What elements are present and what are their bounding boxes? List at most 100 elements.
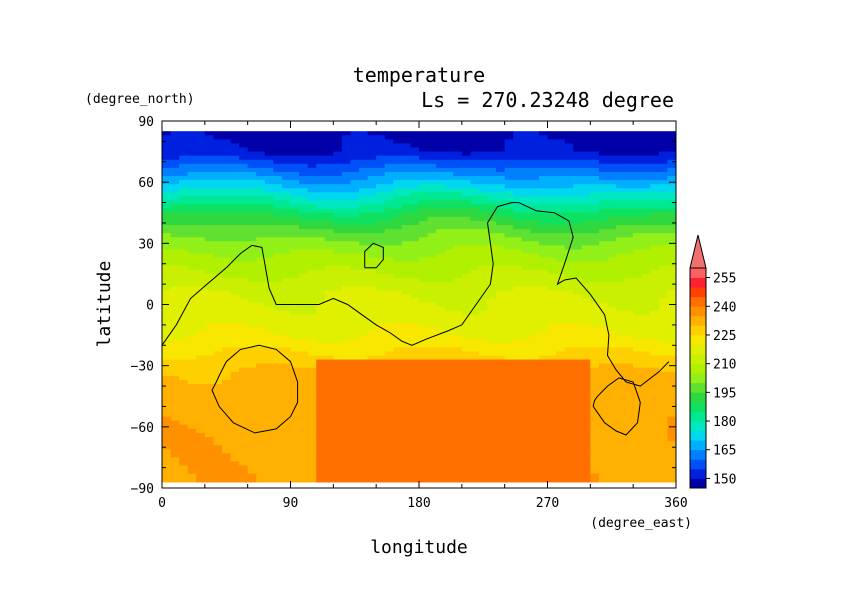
- field-cell: [427, 306, 437, 312]
- field-cell: [538, 404, 549, 410]
- field-cell: [427, 176, 437, 181]
- field-cell: [470, 171, 480, 177]
- field-cell: [290, 449, 300, 454]
- field-cell: [521, 290, 531, 295]
- field-cell: [401, 171, 412, 177]
- field-cell: [179, 167, 189, 173]
- field-cell: [564, 424, 574, 430]
- field-cell: [341, 437, 352, 442]
- field-cell: [393, 159, 403, 165]
- field-cell: [419, 367, 429, 373]
- field-cell: [187, 445, 197, 450]
- field-cell: [162, 384, 172, 389]
- field-cell: [170, 400, 180, 406]
- field-cell: [307, 359, 317, 365]
- field-cell: [350, 159, 360, 165]
- field-cell: [598, 375, 609, 381]
- field-cell: [461, 200, 471, 206]
- field-cell: [367, 286, 377, 291]
- field-cell: [581, 375, 591, 381]
- field-cell: [350, 388, 360, 393]
- field-cell: [273, 306, 283, 312]
- field-cell: [667, 449, 676, 454]
- field-cell: [444, 180, 454, 185]
- field-cell: [444, 196, 454, 202]
- field-cell: [324, 449, 334, 454]
- field-cell: [213, 188, 223, 193]
- field-cell: [341, 400, 352, 406]
- field-cell: [359, 351, 369, 357]
- field-cell: [290, 367, 300, 373]
- field-cell: [419, 302, 429, 308]
- field-cell: [376, 322, 386, 328]
- field-cell: [633, 384, 643, 389]
- field-cell: [162, 457, 172, 463]
- field-cell: [478, 343, 489, 348]
- field-cell: [641, 388, 651, 393]
- field-cell: [530, 151, 540, 157]
- field-cell: [419, 465, 429, 471]
- field-cell: [521, 135, 531, 140]
- field-cell: [393, 318, 403, 324]
- field-cell: [470, 212, 480, 218]
- field-cell: [221, 233, 232, 238]
- field-cell: [590, 363, 600, 369]
- field-cell: [487, 432, 497, 438]
- field-cell: [513, 273, 523, 279]
- field-cell: [581, 216, 591, 222]
- field-cell: [590, 331, 600, 336]
- field-cell: [496, 155, 506, 161]
- field-cell: [598, 298, 609, 304]
- field-cell: [547, 375, 557, 381]
- field-cell: [273, 367, 283, 373]
- field-cell: [504, 216, 514, 222]
- field-cell: [427, 404, 437, 410]
- field-cell: [419, 249, 429, 255]
- field-cell: [513, 298, 523, 304]
- field-cell: [521, 220, 531, 226]
- field-cell: [273, 379, 283, 385]
- field-cell: [444, 384, 454, 389]
- field-cell: [564, 375, 574, 381]
- field-cell: [179, 359, 189, 365]
- field-cell: [496, 322, 506, 328]
- field-cell: [307, 159, 317, 165]
- field-cell: [487, 159, 497, 165]
- field-cell: [290, 282, 300, 287]
- field-cell: [504, 147, 514, 153]
- field-cell: [341, 196, 352, 202]
- field-cell: [504, 167, 514, 173]
- field-cell: [247, 151, 257, 157]
- field-cell: [162, 233, 172, 238]
- field-cell: [573, 424, 583, 430]
- field-cell: [273, 277, 283, 283]
- field-cell: [444, 188, 454, 193]
- field-cell: [573, 294, 583, 299]
- field-cell: [419, 412, 429, 418]
- field-cell: [239, 343, 249, 348]
- field-cell: [607, 461, 617, 467]
- field-cell: [556, 269, 566, 275]
- field-cell: [513, 302, 523, 308]
- field-cell: [290, 261, 300, 267]
- field-cell: [624, 437, 634, 442]
- field-cell: [590, 428, 600, 434]
- field-cell: [419, 163, 429, 169]
- field-cell: [213, 233, 223, 238]
- field-cell: [196, 314, 206, 320]
- field-cell: [299, 143, 309, 149]
- field-cell: [504, 135, 514, 140]
- field-cell: [187, 171, 197, 177]
- field-cell: [624, 212, 634, 218]
- field-cell: [530, 416, 540, 422]
- field-cell: [221, 392, 232, 397]
- field-cell: [410, 302, 420, 308]
- field-cell: [204, 139, 214, 145]
- field-cell: [616, 465, 626, 471]
- field-cell: [281, 261, 292, 267]
- field-cell: [530, 245, 540, 251]
- field-cell: [470, 143, 480, 149]
- field-cell: [324, 335, 334, 340]
- field-cell: [598, 286, 609, 291]
- field-cell: [307, 388, 317, 393]
